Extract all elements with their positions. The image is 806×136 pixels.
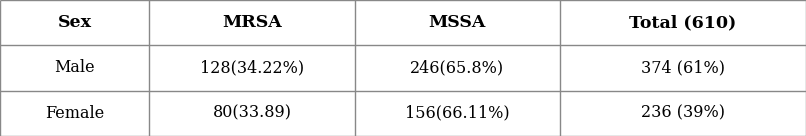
Text: 246(65.8%): 246(65.8%) xyxy=(410,60,505,76)
Text: 156(66.11%): 156(66.11%) xyxy=(405,105,509,122)
Text: 80(33.89): 80(33.89) xyxy=(212,105,292,122)
Text: Total (610): Total (610) xyxy=(629,14,737,31)
Text: Female: Female xyxy=(45,105,104,122)
Text: 236 (39%): 236 (39%) xyxy=(641,105,725,122)
Text: Sex: Sex xyxy=(57,14,92,31)
Text: 374 (61%): 374 (61%) xyxy=(641,60,725,76)
Text: MSSA: MSSA xyxy=(429,14,486,31)
Text: 128(34.22%): 128(34.22%) xyxy=(200,60,304,76)
Text: Male: Male xyxy=(54,60,95,76)
Text: MRSA: MRSA xyxy=(222,14,282,31)
